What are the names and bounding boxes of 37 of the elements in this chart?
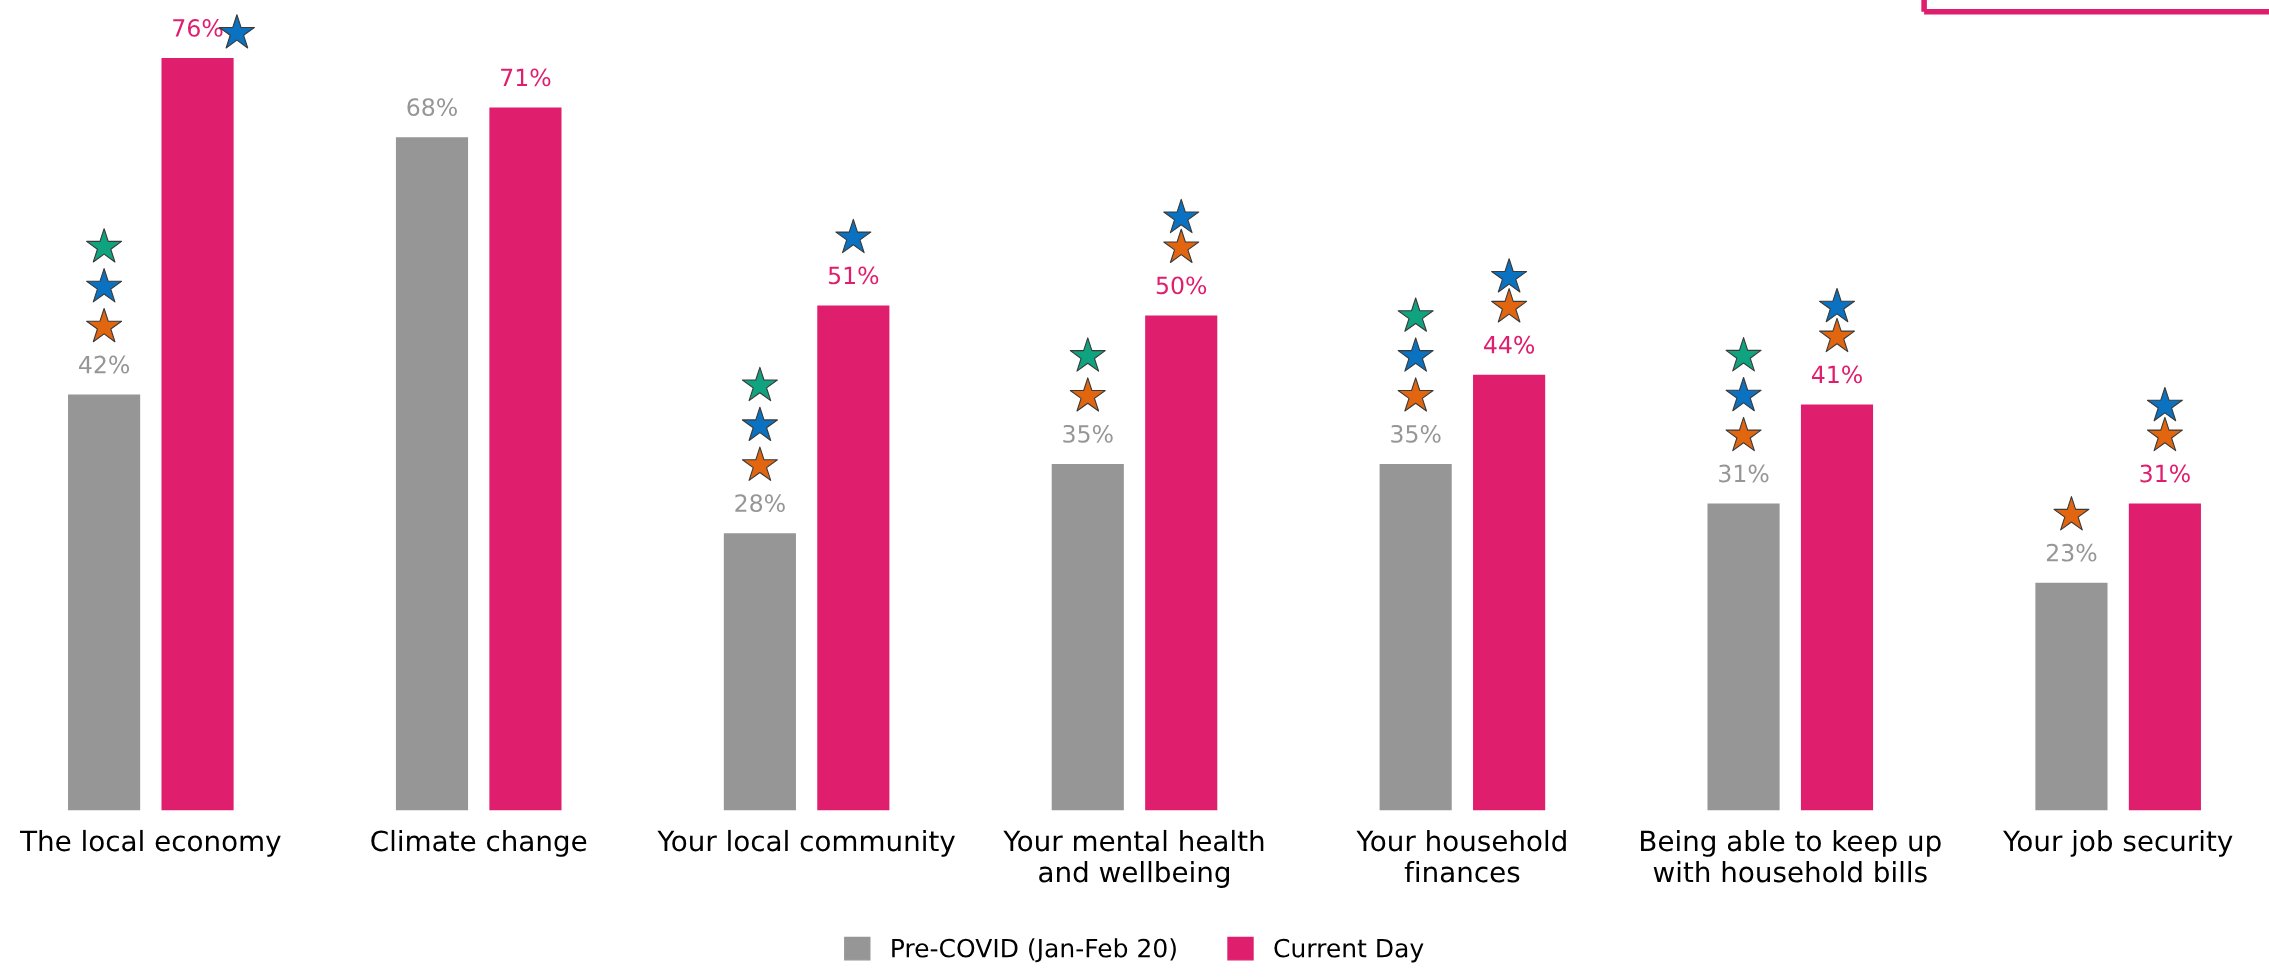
data-label: 31% <box>1719 464 1769 483</box>
bar <box>68 394 141 811</box>
x-tick-label: Being able to keep up with household bills <box>1641 829 1941 883</box>
bar <box>489 107 562 811</box>
bar <box>395 137 469 811</box>
bar <box>161 57 234 811</box>
bar <box>1051 463 1124 811</box>
data-label: 42% <box>79 355 130 374</box>
data-label: 44% <box>1484 335 1535 354</box>
x-tick-label: Your mental health and wellbeing <box>1003 829 1264 888</box>
legend-label: Pre-COVID (Jan-Feb 20) <box>892 938 1176 963</box>
data-label: 71% <box>501 68 551 87</box>
x-tick-label: Climate change <box>371 829 587 857</box>
bar <box>817 305 890 811</box>
bar <box>1800 404 1874 811</box>
data-label: 50% <box>1156 276 1207 295</box>
legend-label: Current Day <box>1274 938 1424 963</box>
bar <box>723 533 796 811</box>
data-label: 76% <box>173 18 223 37</box>
data-label: 28% <box>735 494 785 513</box>
data-label: 35% <box>1063 424 1113 443</box>
x-tick-label: Your household finances <box>1356 829 1566 883</box>
data-label: 31% <box>2140 464 2190 483</box>
data-label: 35% <box>1391 424 1441 443</box>
bar <box>2128 503 2201 811</box>
x-tick-label: Your job security <box>2003 829 2233 857</box>
data-label: 51% <box>828 266 879 285</box>
bar <box>1707 503 1780 811</box>
bar <box>1473 374 1546 811</box>
bar <box>1145 315 1218 811</box>
bar <box>2035 582 2108 811</box>
data-label: 23% <box>2046 543 2097 562</box>
x-tick-label: Your local community <box>657 829 955 857</box>
data-label: 68% <box>407 98 457 117</box>
bar <box>1379 463 1452 811</box>
x-tick-label: The local economy <box>19 829 281 857</box>
data-label: 41% <box>1811 365 1862 384</box>
